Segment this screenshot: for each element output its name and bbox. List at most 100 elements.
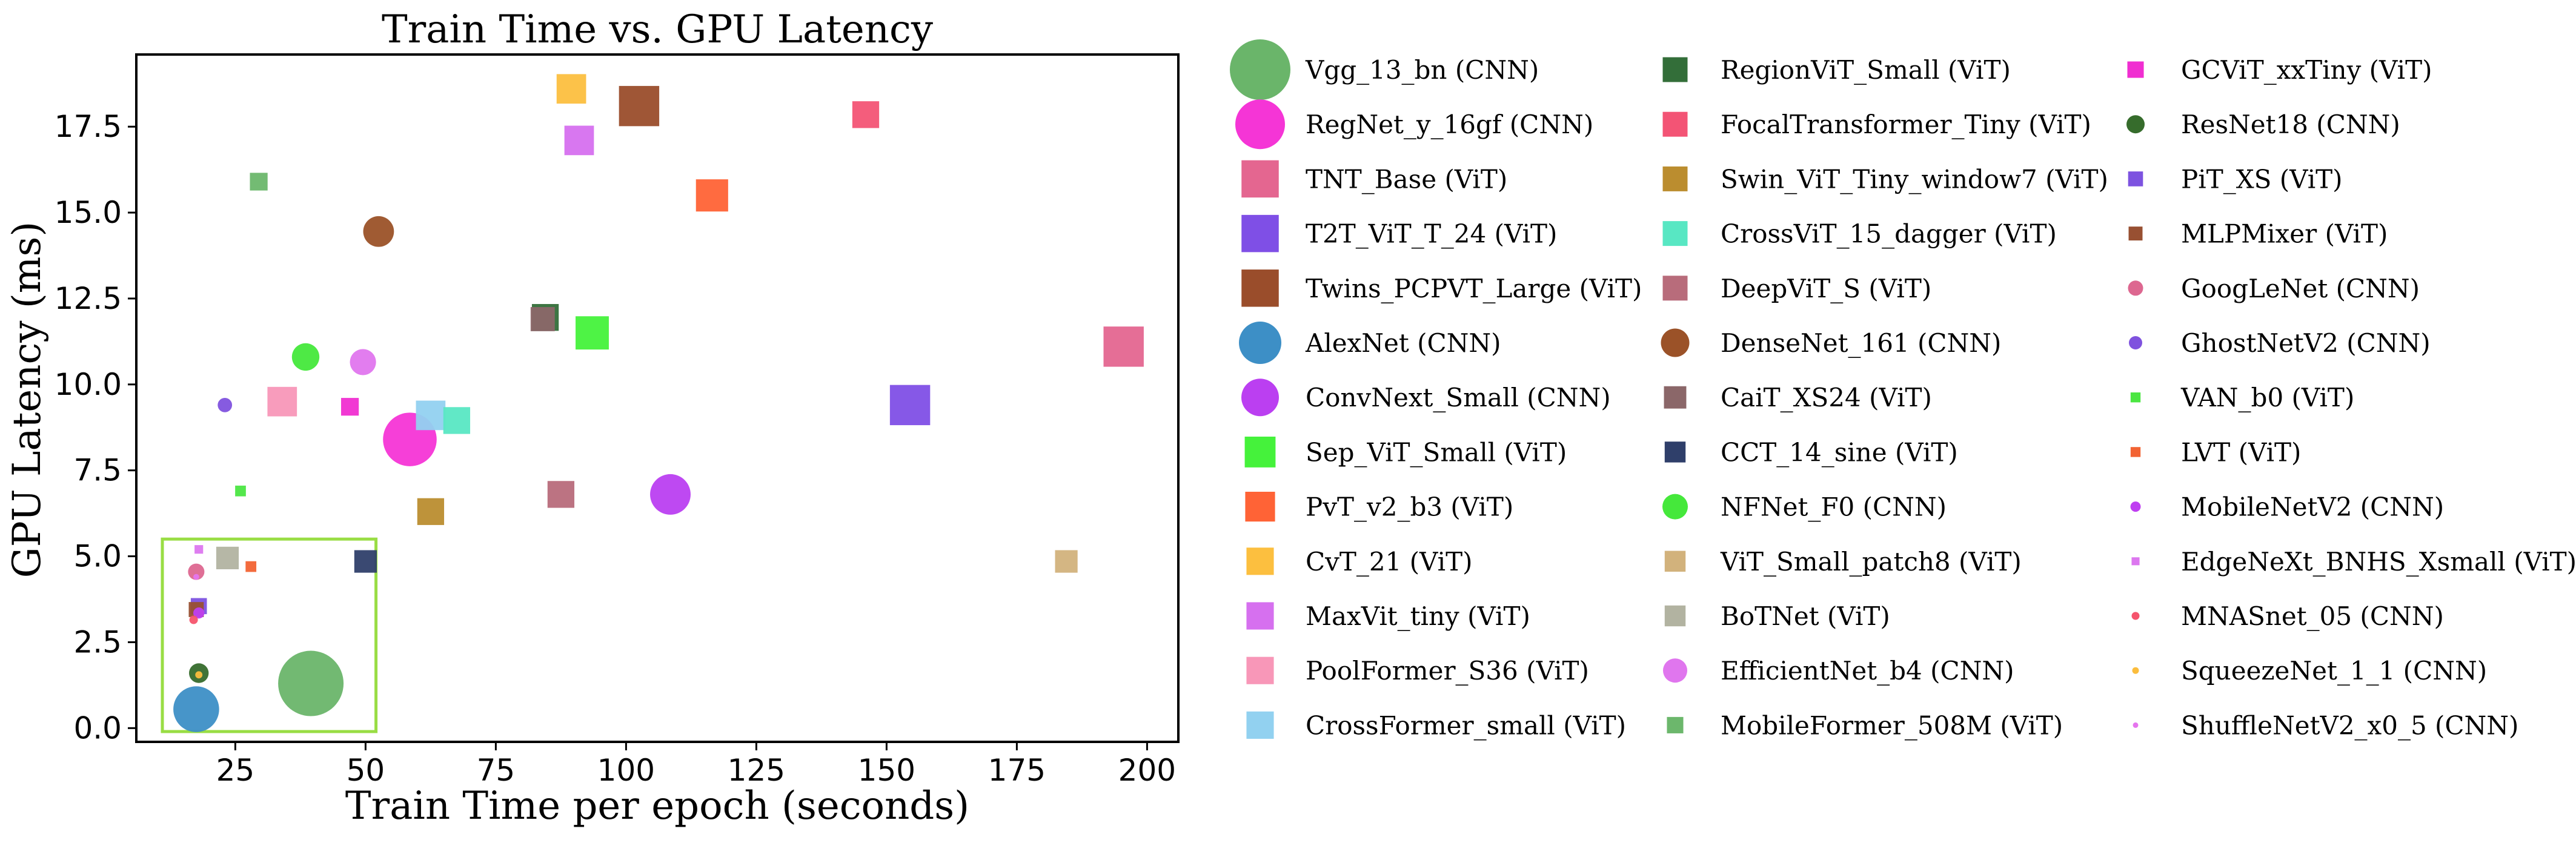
x-tick-label: 75 bbox=[477, 753, 516, 788]
legend-marker bbox=[1662, 166, 1688, 191]
legend-marker bbox=[1662, 57, 1688, 82]
legend-label: CaiT_XS24 (ViT) bbox=[1721, 383, 1932, 412]
highlight-box bbox=[161, 537, 378, 733]
legend-entry: EdgeNeXt_BNHS_Xsmall (ViT) bbox=[2131, 547, 2576, 577]
point-botnet-vit bbox=[216, 546, 239, 569]
legend-entry: Vgg_13_bn (CNN) bbox=[1230, 39, 1539, 100]
plot-frame bbox=[135, 53, 1180, 743]
legend-label: Sep_ViT_Small (ViT) bbox=[1306, 437, 1567, 467]
legend-entry: CCT_14_sine (ViT) bbox=[1664, 437, 1958, 467]
point-shufflenetv2-x0-5-cnn bbox=[193, 574, 199, 580]
legend-label: MobileFormer_508M (ViT) bbox=[1721, 710, 2063, 740]
point-crossvit-15-dagger-vit bbox=[443, 407, 471, 434]
legend-entry: MobileFormer_508M (ViT) bbox=[1667, 710, 2063, 740]
legend-entry: PiT_XS (ViT) bbox=[2128, 164, 2343, 194]
point-cvt-21-vit bbox=[556, 74, 586, 104]
point-nfnet-f0-cnn bbox=[291, 343, 320, 371]
point-crossformer-small-vit bbox=[416, 400, 446, 431]
legend-label: EdgeNeXt_BNHS_Xsmall (ViT) bbox=[2181, 547, 2576, 577]
legend-marker bbox=[1246, 711, 1274, 739]
y-tick-label: 2.5 bbox=[73, 624, 122, 660]
legend-label: GCViT_xxTiny (ViT) bbox=[2181, 55, 2432, 85]
legend-label: ViT_Small_patch8 (ViT) bbox=[1720, 547, 2022, 577]
legend-marker bbox=[1241, 214, 1279, 253]
legend-marker bbox=[2128, 226, 2143, 241]
legend-marker bbox=[2132, 667, 2139, 674]
legend-label: Swin_ViT_Tiny_window7 (ViT) bbox=[1721, 164, 2108, 194]
legend-marker bbox=[1664, 386, 1687, 409]
point-pvt-v2-b3-vit bbox=[695, 179, 728, 212]
legend-entry: EfficientNet_b4 (CNN) bbox=[1663, 656, 2014, 686]
legend-entry: GhostNetV2 (CNN) bbox=[2129, 328, 2431, 358]
legend-entry: T2T_ViT_T_24 (ViT) bbox=[1241, 214, 1557, 253]
legend-label: VAN_b0 (ViT) bbox=[2180, 383, 2354, 412]
legend-label: FocalTransformer_Tiny (ViT) bbox=[1721, 110, 2091, 139]
legend-marker bbox=[1246, 656, 1274, 684]
x-tick-label: 125 bbox=[728, 753, 785, 788]
legend-marker bbox=[1662, 221, 1688, 246]
legend-entry: GoogLeNet (CNN) bbox=[2128, 274, 2420, 303]
legend-label: MLPMixer (ViT) bbox=[2181, 219, 2388, 249]
legend-label: ConvNext_Small (CNN) bbox=[1306, 383, 1611, 412]
legend-marker bbox=[1244, 436, 1276, 468]
point-mobilenetv2-cnn bbox=[193, 607, 205, 619]
legend-entry: MLPMixer (ViT) bbox=[2128, 219, 2388, 249]
markers bbox=[173, 74, 1144, 732]
x-tick-label: 100 bbox=[597, 753, 655, 788]
legend-marker bbox=[1664, 441, 1686, 463]
legend-entry: MobileNetV2 (CNN) bbox=[2130, 492, 2444, 522]
point-t2t-vit-t-24-vit bbox=[889, 385, 931, 426]
legend-marker bbox=[1667, 716, 1684, 733]
legend-entry: CrossFormer_small (ViT) bbox=[1246, 710, 1626, 740]
legend-label: PvT_v2_b3 (ViT) bbox=[1306, 492, 1513, 522]
point-vit-small-patch8-vit bbox=[1055, 550, 1078, 573]
legend-entry: RegNet_y_16gf (CNN) bbox=[1235, 99, 1593, 150]
legend-marker bbox=[2128, 280, 2143, 296]
legend-marker bbox=[2129, 336, 2142, 349]
legend-marker bbox=[2127, 61, 2144, 78]
point-mobileformer-508m-vit bbox=[250, 173, 268, 191]
legend-entry: CrossViT_15_dagger (ViT) bbox=[1662, 219, 2057, 249]
legend-label: Vgg_13_bn (CNN) bbox=[1305, 55, 1539, 85]
point-googlenet-cnn bbox=[188, 563, 205, 580]
legend-entry: MaxVit_tiny (ViT) bbox=[1246, 601, 1530, 631]
point-densenet-161-cnn bbox=[363, 216, 394, 247]
legend-marker bbox=[1241, 160, 1279, 198]
legend-entry: ConvNext_Small (CNN) bbox=[1241, 379, 1611, 417]
legend-entry: SqueezeNet_1_1 (CNN) bbox=[2132, 656, 2487, 686]
point-edgenext-bnhs-xsmall-vit bbox=[194, 545, 204, 554]
point-squeezenet-1-1-cnn bbox=[195, 671, 203, 679]
point-ghostnetv2-cnn bbox=[217, 397, 233, 412]
legend-marker bbox=[2128, 171, 2143, 187]
legend-marker bbox=[1245, 492, 1275, 522]
legend-entry: ShuffleNetV2_x0_5 (CNN) bbox=[2133, 710, 2518, 740]
legend-entry: Twins_PCPVT_Large (ViT) bbox=[1241, 269, 1642, 307]
legend-marker bbox=[1664, 605, 1686, 627]
y-tick-label: 17.5 bbox=[55, 109, 122, 144]
legend-label: CrossFormer_small (ViT) bbox=[1306, 710, 1626, 740]
legend-entry: DeepViT_S (ViT) bbox=[1662, 274, 1931, 303]
y-tick-label: 7.5 bbox=[73, 453, 122, 488]
x-tick-label: 175 bbox=[988, 753, 1046, 788]
point-van-b0-vit bbox=[235, 485, 246, 497]
chart-title: Train Time vs. GPU Latency bbox=[382, 7, 933, 52]
legend-marker bbox=[1241, 379, 1279, 417]
legend-label: AlexNet (CNN) bbox=[1305, 328, 1501, 358]
legend-label: DeepViT_S (ViT) bbox=[1721, 274, 1931, 303]
legend-entry: FocalTransformer_Tiny (ViT) bbox=[1662, 110, 2091, 139]
x-axis-label: Train Time per epoch (seconds) bbox=[345, 784, 969, 828]
x-tick-label: 25 bbox=[216, 753, 255, 788]
x-axis-ticks: 25 50 75 100 125 150 175 200 bbox=[216, 742, 1176, 788]
legend-entry: Swin_ViT_Tiny_window7 (ViT) bbox=[1662, 164, 2108, 194]
legend-label: T2T_ViT_T_24 (ViT) bbox=[1306, 219, 1557, 249]
legend-marker bbox=[1662, 276, 1688, 301]
legend-entry: ResNet18 (CNN) bbox=[2126, 110, 2400, 139]
point-deepvit-s-vit bbox=[547, 481, 575, 508]
legend-entry: NFNet_F0 (CNN) bbox=[1662, 492, 1947, 522]
legend-label: PiT_XS (ViT) bbox=[2181, 164, 2343, 194]
legend-label: ShuffleNetV2_x0_5 (CNN) bbox=[2181, 710, 2518, 740]
legend-marker bbox=[1239, 322, 1281, 364]
legend-marker bbox=[1662, 494, 1688, 520]
legend-entry: RegionViT_Small (ViT) bbox=[1662, 55, 2011, 85]
legend-entry: PoolFormer_S36 (ViT) bbox=[1246, 656, 1589, 686]
